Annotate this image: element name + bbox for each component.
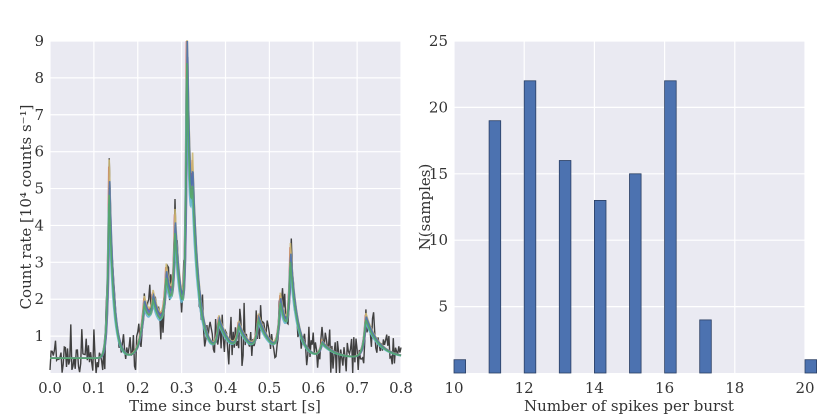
histogram-x-axis-label: Number of spikes per burst [524, 397, 734, 415]
histogram-bar [664, 80, 677, 374]
model-draw-line [50, 63, 402, 360]
histogram-panel: 10 12 14 16 18 20 5 10 15 20 25 Number of spikes … [416, 32, 818, 415]
lightcurve-y-tick-label: 8 [34, 69, 44, 87]
lightcurve-y-tick-label: 5 [34, 180, 44, 198]
histogram-bar [699, 319, 712, 374]
histogram-bar [804, 359, 818, 374]
lightcurve-x-ticks: 0.0 0.1 0.2 0.3 0.4 0.5 0.6 0.7 0.8 [38, 379, 413, 397]
histogram-y-axis-label: N(samples) [416, 164, 434, 251]
histogram-y-tick-label: 25 [429, 32, 448, 50]
lightcurve-model-draws [50, 40, 402, 360]
histogram-bar [629, 173, 642, 374]
histogram-x-tick-label: 20 [795, 379, 814, 397]
lightcurve-y-tick-label: 2 [34, 290, 44, 308]
histogram-y-tick-label: 10 [429, 231, 448, 249]
lightcurve-y-tick-label: 7 [34, 106, 44, 124]
histogram-y-ticks: 5 10 15 20 25 [429, 32, 448, 316]
histogram-x-tick-label: 12 [515, 379, 534, 397]
lightcurve-x-tick-label: 0.7 [345, 379, 369, 397]
lightcurve-x-tick-label: 0.3 [170, 379, 194, 397]
histogram-bar [523, 80, 537, 374]
histogram-y-tick-label: 15 [429, 165, 448, 183]
histogram-y-tick-label: 20 [429, 98, 448, 116]
histogram-bar [488, 120, 502, 374]
histogram-bar [453, 359, 467, 374]
histogram-x-ticks: 10 12 14 16 18 20 [444, 379, 814, 397]
lightcurve-x-axis-label: Time since burst start [s] [129, 397, 321, 415]
histogram-bar [594, 199, 607, 374]
lightcurve-y-ticks: 1 2 3 4 5 6 7 8 9 [34, 32, 44, 345]
lightcurve-x-tick-label: 0.1 [82, 379, 106, 397]
lightcurve-y-tick-label: 6 [34, 143, 44, 161]
histogram-y-tick-label: 5 [438, 298, 448, 316]
histogram-bar [558, 160, 572, 374]
lightcurve-x-tick-label: 0.4 [214, 379, 238, 397]
lightcurve-x-tick-label: 0.6 [301, 379, 325, 397]
lightcurve-x-tick-label: 0.5 [257, 379, 281, 397]
histogram-x-tick-label: 16 [655, 379, 674, 397]
histogram-x-tick-label: 18 [725, 379, 744, 397]
lightcurve-y-tick-label: 4 [34, 216, 44, 234]
lightcurve-y-axis-label: Count rate [10⁴ counts s⁻¹] [17, 105, 35, 310]
lightcurve-y-tick-label: 9 [34, 32, 44, 50]
lightcurve-y-tick-label: 3 [34, 253, 44, 271]
histogram-bars [453, 80, 818, 374]
lightcurve-x-tick-label: 0.2 [126, 379, 150, 397]
lightcurve-x-tick-label: 0.8 [389, 379, 413, 397]
histogram-x-tick-label: 10 [444, 379, 463, 397]
lightcurve-panel: 0.0 0.1 0.2 0.3 0.4 0.5 0.6 0.7 0.8 1 2 3 4 5 6 7 8 9 Ti… [17, 32, 413, 415]
lightcurve-x-tick-label: 0.0 [38, 379, 62, 397]
lightcurve-y-tick-label: 1 [34, 327, 44, 345]
histogram-x-tick-label: 14 [585, 379, 604, 397]
